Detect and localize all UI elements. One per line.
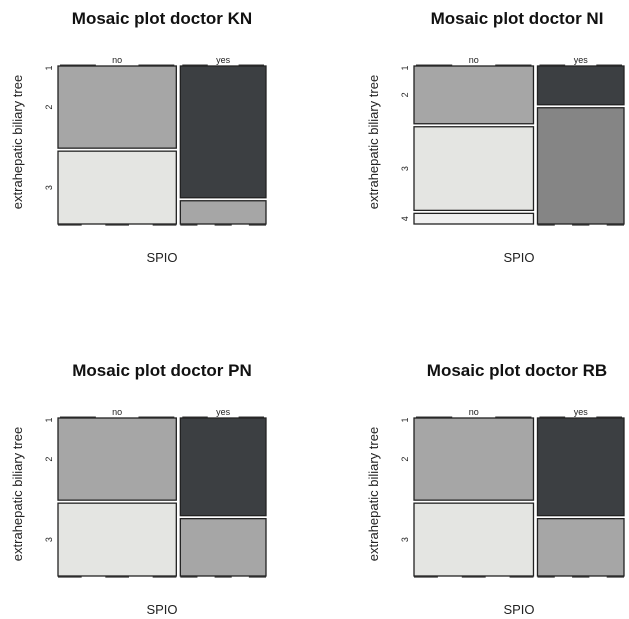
row-tick-label: 3: [44, 185, 54, 190]
mosaic-cell-yes-2: [536, 417, 625, 517]
mosaic-cell-yes-2: [179, 417, 267, 517]
mosaic-panel-2: Mosaic plot doctor NI extrahepatic biliar…: [366, 9, 625, 265]
mosaic-cell-no-3: [413, 502, 535, 577]
chart-title: Mosaic plot doctor RB: [427, 361, 607, 380]
row-tick-label: 1: [44, 65, 54, 70]
column-tick-label: no: [112, 407, 122, 417]
row-tick-label: 3: [400, 166, 410, 171]
row-tick-label: 2: [44, 457, 54, 462]
mosaic-cell-yes-3: [536, 518, 625, 577]
mosaic-panel-4: Mosaic plot doctor RB extrahepatic biliar…: [366, 361, 625, 617]
column-tick-label: yes: [574, 55, 589, 65]
row-tick-label: 2: [400, 92, 410, 97]
x-axis-label: SPIO: [503, 602, 534, 617]
mosaic-cell-no-2: [57, 417, 177, 501]
y-axis-label: extrahepatic biliary tree: [366, 427, 381, 561]
y-axis-label: extrahepatic biliary tree: [366, 75, 381, 209]
y-axis-label: extrahepatic biliary tree: [10, 75, 25, 209]
mosaic-cell-no-3: [57, 150, 177, 225]
column-tick-label: yes: [216, 407, 231, 417]
row-tick-label: 1: [400, 65, 410, 70]
column-tick-label: no: [469, 407, 479, 417]
mosaic-cell-no-2: [413, 417, 535, 501]
x-axis-label: SPIO: [503, 250, 534, 265]
chart-title: Mosaic plot doctor KN: [72, 9, 252, 28]
mosaic-cell-no-2: [57, 65, 177, 149]
row-tick-label: 2: [44, 105, 54, 110]
row-tick-label: 3: [44, 537, 54, 542]
mosaic-panel-1: Mosaic plot doctor KN extrahepatic biliar…: [10, 9, 267, 265]
mosaic-cell-yes-2: [536, 65, 625, 106]
chart-title: Mosaic plot doctor PN: [72, 361, 251, 380]
column-tick-label: yes: [574, 407, 589, 417]
x-axis-label: SPIO: [146, 250, 177, 265]
mosaic-cell-yes-3: [179, 200, 267, 225]
mosaic-cell-yes-2: [179, 65, 267, 199]
mosaic-cell-no-2: [413, 65, 535, 125]
column-tick-label: no: [112, 55, 122, 65]
row-tick-label: 1: [44, 417, 54, 422]
mosaic-panel-3: Mosaic plot doctor PN extrahepatic biliar…: [10, 361, 267, 617]
row-tick-label: 3: [400, 537, 410, 542]
mosaic-cell-yes-3: [536, 107, 625, 225]
column-tick-label: no: [469, 55, 479, 65]
row-tick-label: 1: [400, 417, 410, 422]
mosaic-cell-yes-3: [179, 518, 267, 577]
x-axis-label: SPIO: [146, 602, 177, 617]
column-tick-label: yes: [216, 55, 231, 65]
y-axis-label: extrahepatic biliary tree: [10, 427, 25, 561]
mosaic-cell-no-4: [413, 212, 535, 225]
chart-title: Mosaic plot doctor NI: [431, 9, 604, 28]
mosaic-cell-no-3: [413, 126, 535, 212]
row-tick-label: 2: [400, 457, 410, 462]
mosaic-cell-no-3: [57, 502, 177, 577]
row-tick-label: 4: [400, 216, 410, 221]
